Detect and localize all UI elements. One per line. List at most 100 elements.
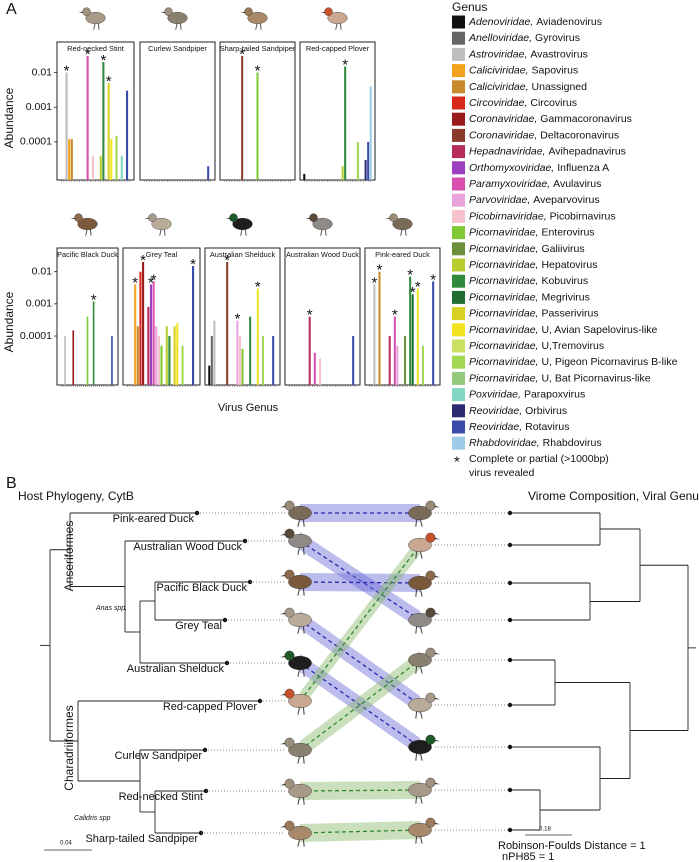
bird-beak — [385, 217, 390, 220]
link-band — [300, 821, 420, 842]
legend-family: Reoviridae, — [469, 421, 522, 433]
legend-genus: Kobuvirus — [541, 275, 588, 287]
bar — [102, 62, 105, 180]
legend-swatch — [452, 47, 465, 61]
bird-beak — [434, 652, 440, 655]
complete-marker: * — [224, 252, 230, 269]
bar — [147, 306, 150, 385]
bird-icon — [160, 7, 188, 30]
complete-marker: * — [415, 278, 421, 295]
bar — [152, 281, 155, 385]
y-tick-label: 0.001 — [26, 101, 52, 113]
bird-beak — [70, 217, 75, 220]
bird-body — [288, 655, 312, 671]
bar — [110, 139, 113, 180]
legend-family: Picornaviridae, — [469, 226, 538, 238]
bird-body — [408, 505, 432, 521]
bar — [168, 336, 171, 385]
bar — [64, 336, 66, 385]
legend-label: Hepadnaviridae, Avihepadnavirus — [469, 145, 626, 157]
complete-marker: * — [106, 73, 112, 90]
stat-text: Robinson-Foulds Distance = 1 — [498, 840, 646, 852]
bird-beak — [434, 612, 440, 615]
bar — [86, 316, 89, 385]
bar — [176, 323, 179, 385]
bar — [308, 316, 311, 385]
legend-family: Caliciviridae, — [469, 81, 529, 93]
bird-body — [408, 697, 432, 713]
bird-head — [284, 607, 295, 618]
bar — [210, 336, 213, 385]
bird-icon — [78, 7, 106, 30]
legend-family: Hepadnaviridae, — [469, 145, 545, 157]
bird-head — [425, 607, 436, 618]
legend-family: Picornaviridae, — [469, 291, 538, 303]
bird-beak — [320, 11, 325, 14]
complete-marker: * — [64, 63, 70, 80]
complete-marker: * — [140, 252, 146, 269]
legend-swatch — [452, 161, 465, 175]
legend-label: Caliciviridae, Unassigned — [469, 81, 587, 93]
x-axis-label: Virus Genus — [218, 402, 279, 414]
legend-label: Parvoviridae, Aveparvovirus — [469, 194, 600, 206]
bird-beak — [280, 505, 286, 508]
legend-genus: Rhabdovirus — [543, 437, 602, 449]
bird-beak — [225, 217, 230, 220]
bird-icon — [408, 692, 440, 719]
complete-marker: * — [407, 267, 413, 284]
host-label: Curlew Sandpiper — [115, 750, 203, 762]
link-line — [299, 662, 421, 748]
legend-marker: * — [454, 453, 460, 470]
bar — [356, 141, 359, 180]
tip-dot — [507, 787, 513, 793]
bird-icon — [408, 817, 440, 844]
panel-label: A — [6, 1, 17, 18]
legend-genus: Deltacoronavirus — [540, 129, 619, 141]
bird-beak — [78, 11, 83, 14]
panel-frame — [299, 41, 376, 181]
bar — [432, 281, 435, 385]
y-tick-label: 0.01 — [32, 265, 53, 277]
bar — [396, 345, 399, 385]
panel-title: Sharp-tailed Sandpiper — [220, 44, 296, 53]
legend-genus: Sapovirus — [532, 64, 579, 76]
bar — [241, 348, 244, 385]
bird-head — [425, 817, 436, 828]
order-label: Charadriiformes — [62, 705, 76, 790]
bird-body — [167, 11, 188, 25]
bird-body — [288, 742, 312, 758]
bar — [409, 276, 412, 385]
bar — [404, 336, 407, 385]
link-line — [299, 619, 421, 706]
panel-title: Red-necked Stint — [67, 44, 124, 53]
legend-label: Picornaviridae, Megrivirus — [469, 291, 590, 303]
y-tick-label: 0.001 — [26, 298, 52, 310]
bird-head — [148, 213, 157, 222]
bar — [226, 262, 229, 385]
bird-icon — [280, 607, 312, 634]
legend-title: Genus — [452, 0, 487, 14]
bird-head — [284, 820, 295, 831]
link-band — [300, 651, 420, 759]
bird-beak — [280, 693, 286, 696]
tree-title: Virome Composition, Viral Genus — [528, 489, 699, 503]
bird-icon — [408, 734, 440, 761]
bird-icon — [280, 650, 312, 677]
bar — [272, 336, 275, 385]
legend-swatch — [452, 64, 465, 78]
legend-family: Picornaviridae, — [469, 356, 538, 368]
bird-icon — [144, 213, 172, 236]
bar — [416, 288, 419, 385]
legend-family: Reoviridae, — [469, 405, 522, 417]
complete-marker: * — [100, 52, 106, 69]
bird-body — [232, 217, 253, 231]
bar — [111, 336, 113, 385]
bird-icon — [280, 820, 312, 847]
legend-swatch — [452, 339, 465, 353]
bar — [173, 326, 176, 385]
bar — [136, 326, 139, 385]
bar — [126, 90, 129, 180]
bar — [411, 294, 414, 385]
link-line — [299, 544, 421, 702]
legend-genus: Enterovirus — [541, 226, 594, 238]
